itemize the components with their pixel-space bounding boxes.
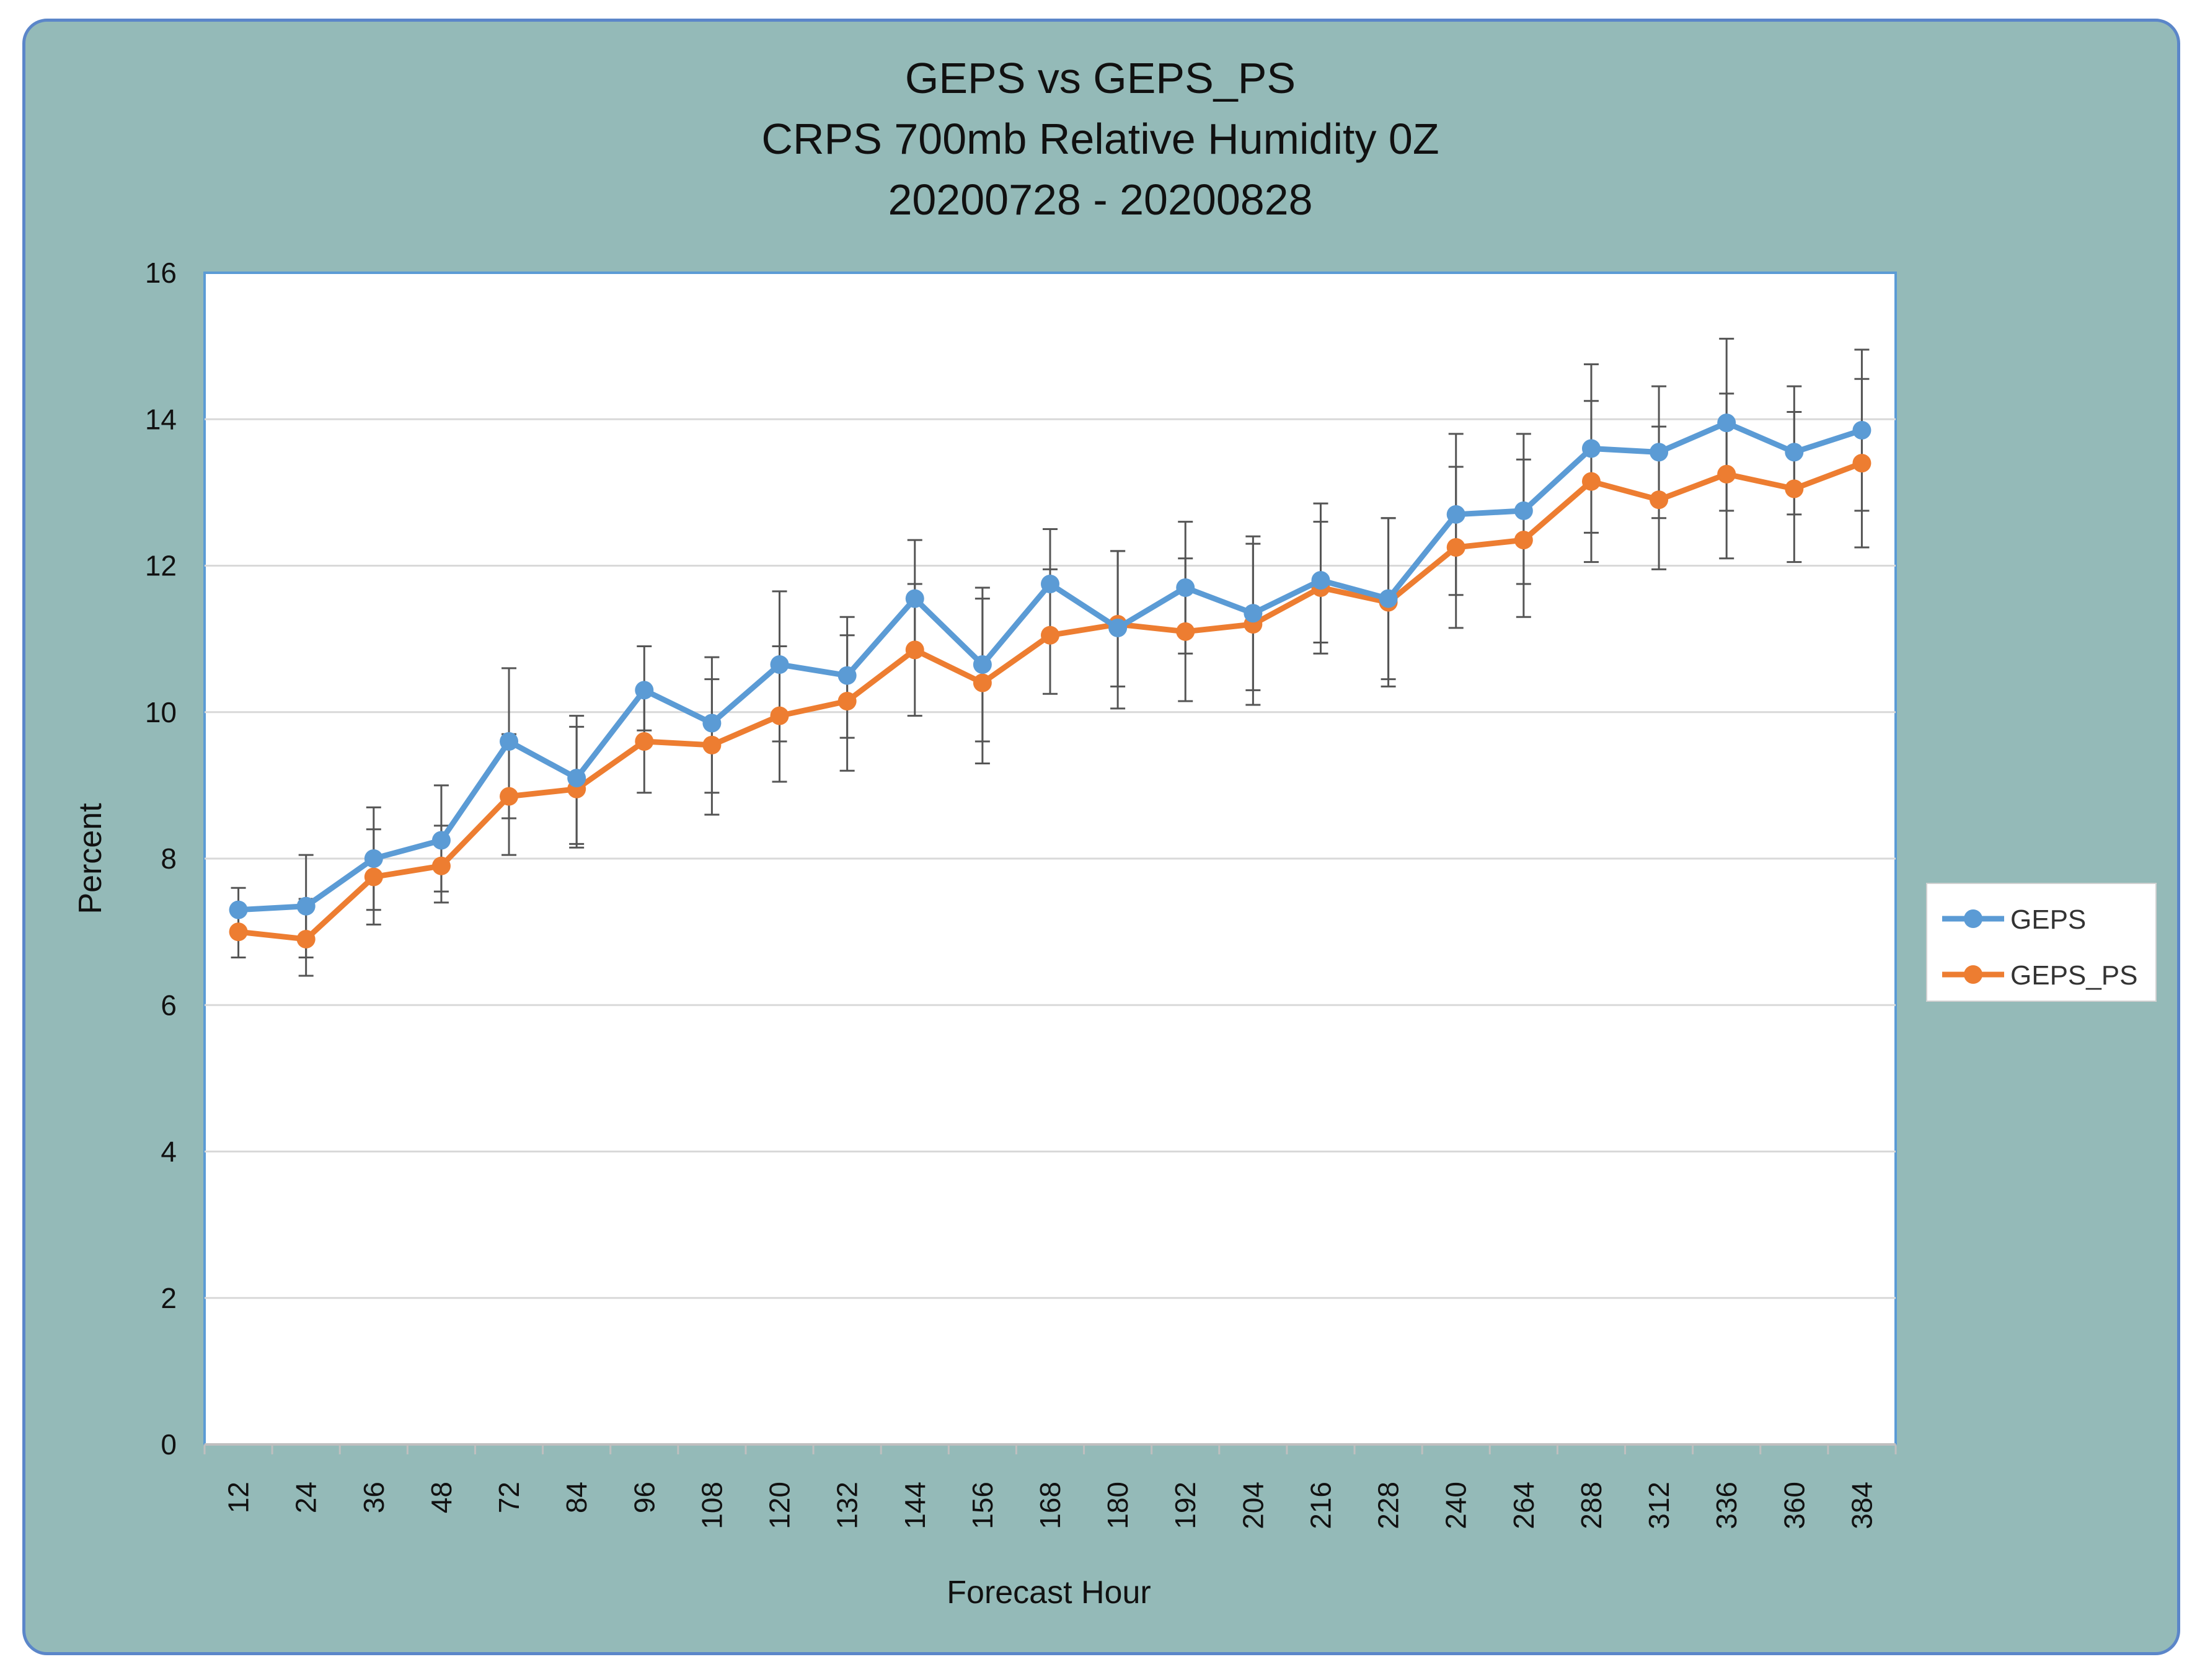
x-tick-label-216: 216	[1304, 1482, 1337, 1529]
x-axis-title: Forecast Hour	[947, 1575, 1151, 1611]
data-point	[1852, 454, 1871, 473]
data-point	[702, 735, 722, 754]
legend: GEPS GEPS_PS	[1926, 883, 2157, 1002]
x-tick-label-72: 72	[493, 1482, 525, 1513]
y-tick-label-14: 14	[145, 403, 177, 435]
data-point	[905, 640, 924, 660]
data-point	[702, 714, 722, 733]
y-tick-label-6: 6	[161, 989, 177, 1021]
y-tick-label-10: 10	[145, 696, 177, 728]
data-point	[973, 655, 992, 674]
data-point	[1446, 505, 1465, 524]
data-point	[1650, 443, 1669, 462]
y-axis-ticks: 0 2 4 6 8 10 12 14 16	[145, 257, 177, 1461]
data-point	[1581, 472, 1601, 491]
data-point	[635, 732, 654, 751]
data-point	[1311, 571, 1330, 590]
data-point	[1785, 479, 1804, 498]
y-axis-title: Percent	[73, 803, 108, 914]
x-tick-label-36: 36	[358, 1482, 390, 1513]
data-point	[1176, 622, 1195, 641]
data-point	[500, 732, 519, 751]
data-point	[1108, 618, 1128, 637]
series-GEPS	[229, 413, 1871, 919]
legend-marker-GEPS	[1964, 909, 1982, 928]
y-tick-label-16: 16	[145, 257, 177, 289]
data-point	[837, 666, 857, 685]
data-point	[1650, 490, 1669, 510]
x-tick-label-144: 144	[899, 1482, 931, 1529]
x-tick-label-264: 264	[1508, 1482, 1540, 1529]
x-tick-label-204: 204	[1237, 1482, 1269, 1529]
data-point	[1514, 501, 1533, 520]
series-layer	[229, 337, 1871, 977]
data-point	[1244, 604, 1263, 623]
data-point	[296, 929, 316, 948]
data-point	[229, 922, 248, 942]
x-tick-label-12: 12	[223, 1482, 255, 1513]
x-tick-label-240: 240	[1440, 1482, 1472, 1529]
data-point	[1852, 420, 1871, 440]
y-tick-label-12: 12	[145, 550, 177, 582]
x-tick-label-192: 192	[1169, 1482, 1201, 1529]
data-point	[1717, 413, 1736, 433]
data-point	[364, 867, 383, 886]
x-tick-label-384: 384	[1845, 1482, 1878, 1529]
x-tick-label-168: 168	[1034, 1482, 1066, 1529]
data-point	[1514, 531, 1533, 550]
data-point	[1041, 626, 1059, 645]
data-point	[770, 655, 789, 674]
gridlines	[205, 418, 1896, 1299]
data-point	[1446, 537, 1465, 557]
data-point	[500, 787, 519, 806]
data-point	[364, 849, 383, 868]
data-point	[567, 769, 586, 788]
x-tick-label-132: 132	[831, 1482, 864, 1529]
x-tick-label-336: 336	[1710, 1482, 1743, 1529]
y-tick-label-0: 0	[161, 1428, 177, 1461]
chart-subtitle-line-2: CRPS 700mb Relative Humidity 0Z	[761, 115, 1439, 163]
data-point	[635, 681, 654, 700]
x-tick-label-48: 48	[425, 1482, 457, 1513]
data-point	[770, 706, 789, 725]
x-tick-label-120: 120	[764, 1482, 796, 1529]
x-tick-label-84: 84	[560, 1482, 593, 1513]
chart-title-line-1: GEPS vs GEPS_PS	[905, 54, 1296, 102]
x-axis-ticks: 12 24 36 48 72 84 96 108 120 132 144 156 168 180 192 20…	[203, 1443, 1897, 1529]
x-tick-label-312: 312	[1643, 1482, 1675, 1529]
data-point	[296, 896, 316, 916]
data-point	[229, 900, 248, 919]
data-point	[1176, 578, 1195, 597]
y-tick-label-4: 4	[161, 1136, 177, 1168]
x-tick-label-180: 180	[1102, 1482, 1134, 1529]
y-tick-label-8: 8	[161, 842, 177, 875]
data-point	[431, 856, 451, 875]
data-point	[973, 673, 992, 692]
legend-box	[1926, 883, 2157, 1002]
data-point	[1041, 575, 1059, 594]
data-point	[1379, 589, 1398, 608]
x-tick-label-96: 96	[628, 1482, 660, 1513]
x-tick-label-156: 156	[966, 1482, 999, 1529]
x-tick-label-108: 108	[696, 1482, 728, 1529]
x-tick-label-360: 360	[1778, 1482, 1810, 1529]
data-point	[431, 831, 451, 850]
legend-label-GEPS: GEPS	[2010, 904, 2086, 935]
data-point	[1785, 443, 1804, 462]
x-tick-label-228: 228	[1372, 1482, 1405, 1529]
data-point	[1581, 439, 1601, 458]
data-point	[905, 589, 924, 608]
data-point	[1717, 464, 1736, 484]
x-tick-label-24: 24	[290, 1482, 322, 1513]
data-point	[837, 692, 857, 711]
legend-label-GEPS_PS: GEPS_PS	[2010, 960, 2137, 991]
y-tick-label-2: 2	[161, 1282, 177, 1314]
legend-marker-GEPS_PS	[1964, 965, 1982, 984]
x-tick-label-288: 288	[1575, 1482, 1607, 1529]
chart-subtitle-line-3: 20200728 - 20200828	[888, 175, 1312, 224]
